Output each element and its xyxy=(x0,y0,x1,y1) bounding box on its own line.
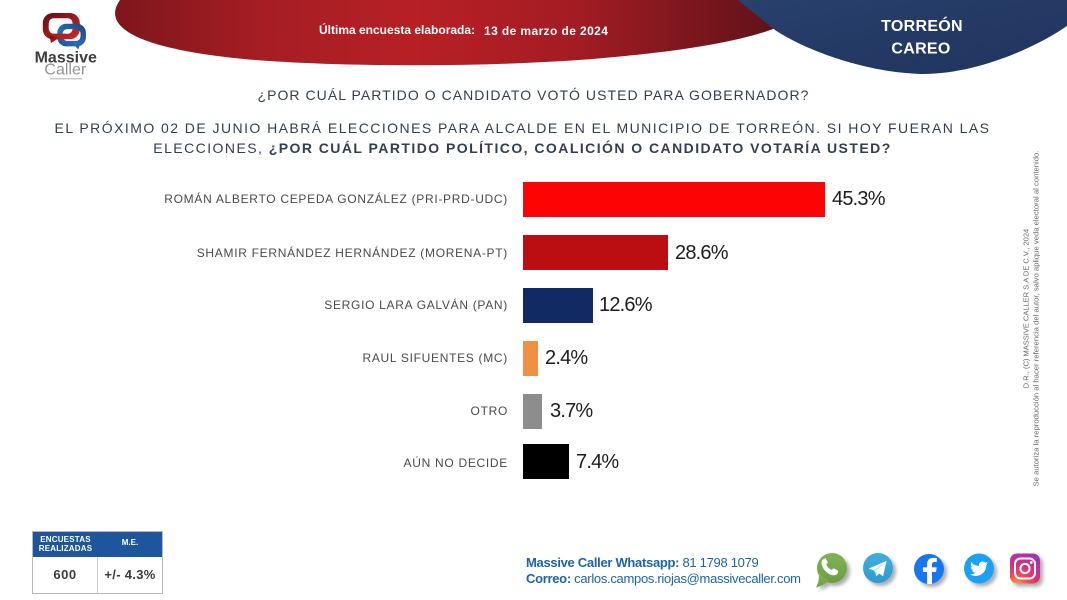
svg-text:13 de marzo de 2024: 13 de marzo de 2024 xyxy=(484,24,608,38)
svg-text:CAREO: CAREO xyxy=(891,41,950,58)
svg-text:Última encuesta elaborada:: Última encuesta elaborada: xyxy=(319,22,475,37)
svg-text:Massive: Massive xyxy=(35,50,97,67)
svg-text:Caller: Caller xyxy=(44,62,86,79)
svg-text:TORREÓN: TORREÓN xyxy=(881,16,963,35)
